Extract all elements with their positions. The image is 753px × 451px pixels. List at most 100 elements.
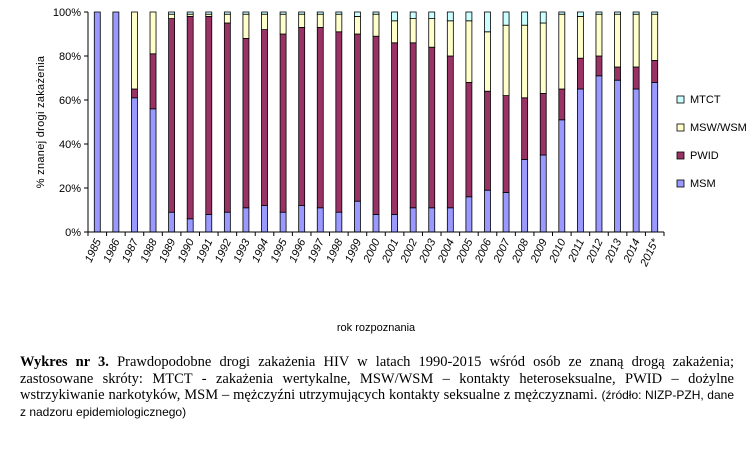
bar-pwid-1993 <box>242 38 250 209</box>
bar-pwid-1998 <box>335 31 343 213</box>
x-tick-label: 1991 <box>194 237 215 264</box>
bar-mtct-2004 <box>446 11 454 22</box>
bar-msw-wsm-2012 <box>595 13 603 57</box>
x-tick-label: 1992 <box>213 237 234 264</box>
bar-pwid-1989 <box>168 18 176 213</box>
bar-pwid-1990 <box>186 15 194 220</box>
legend-label: MTCT <box>690 94 721 106</box>
legend-label: PWID <box>690 150 719 162</box>
x-tick-label: 1989 <box>157 237 178 264</box>
x-tick-label: 2013 <box>603 236 625 265</box>
caption-text: Prawdopodobne drogi zakażenia HIV w lata… <box>20 354 734 403</box>
bar-msw-wsm-2005 <box>465 20 473 83</box>
figure-caption: Wykres nr 3. Prawdopodobne drogi zakażen… <box>20 354 734 420</box>
bar-msm-1985 <box>93 11 101 233</box>
bar-msm-1995 <box>279 211 287 233</box>
bar-msw-wsm-2003 <box>428 18 436 48</box>
bar-msw-wsm-1998 <box>335 13 343 33</box>
bar-mtct-2012 <box>595 11 603 15</box>
x-tick-label: 2007 <box>491 236 513 265</box>
bar-pwid-2014 <box>632 66 640 90</box>
bar-mtct-1991 <box>205 11 213 15</box>
bar-pwid-2009 <box>539 93 547 156</box>
bar-msw-wsm-2006 <box>484 31 491 92</box>
x-axis-label: rok rozpoznania <box>337 322 416 334</box>
legend: MTCT MSW/WSM PWID MSM <box>676 94 747 190</box>
bar-msm-2011 <box>576 88 584 233</box>
y-ticks: 0% 20% 40% 60% 80% 100% <box>53 7 88 239</box>
bar-mtct-1999 <box>354 11 361 17</box>
bar-msm-2007 <box>502 191 510 233</box>
bar-mtct-2001 <box>391 11 398 22</box>
y-tick-label: 20% <box>59 183 81 195</box>
legend-label: MSW/WSM <box>690 122 747 134</box>
bar-pwid-1997 <box>316 26 324 209</box>
x-tick-label: 2009 <box>528 237 550 265</box>
bar-msw-wsm-2002 <box>409 18 417 44</box>
legend-swatch-msm <box>676 179 685 188</box>
bar-msw-wsm-2010 <box>558 13 566 90</box>
bar-mtct-2013 <box>614 11 621 15</box>
bar-msm-2008 <box>521 158 529 233</box>
bar-mtct-2010 <box>558 11 566 15</box>
bar-msm-2013 <box>614 79 621 233</box>
x-tick-label: 1994 <box>250 237 271 264</box>
bar-pwid-1988 <box>149 53 157 110</box>
bar-pwid-2011 <box>576 57 584 90</box>
x-tick-label: 2006 <box>473 236 495 265</box>
bar-msm-2001 <box>391 213 398 233</box>
bar-pwid-1992 <box>223 22 231 213</box>
x-tick-label: 2015* <box>638 237 662 270</box>
bar-mtct-2003 <box>428 11 436 19</box>
bar-msm-2012 <box>595 75 603 233</box>
bar-msm-1989 <box>168 211 176 233</box>
bar-msm-1992 <box>223 211 231 233</box>
bar-pwid-2003 <box>428 46 436 209</box>
bar-msm-1987 <box>131 97 138 233</box>
bar-pwid-2004 <box>446 55 454 209</box>
bar-msw-wsm-1992 <box>223 13 231 24</box>
bar-msw-wsm-1999 <box>354 15 361 35</box>
caption-source: (źródło: NIZP-PZH, dane z nadzoru epidem… <box>20 388 735 419</box>
bar-msw-wsm-2004 <box>446 20 454 57</box>
bar-pwid-2012 <box>595 55 603 77</box>
bar-mtct-2007 <box>502 11 510 26</box>
caption-label: Wykres nr 3. <box>20 354 109 370</box>
bar-msm-1993 <box>242 207 250 233</box>
y-tick-label: 60% <box>59 95 81 107</box>
bar-mtct-2000 <box>372 11 380 15</box>
bar-msw-wsm-1994 <box>261 13 268 30</box>
bar-mtct-1998 <box>335 11 343 15</box>
bar-pwid-1994 <box>261 29 268 207</box>
bar-msm-2014 <box>632 88 640 233</box>
y-axis-label: % znanej drogi zakażenia <box>35 55 47 188</box>
bar-mtct-2015 <box>651 11 659 15</box>
x-tick-label: 2008 <box>510 236 532 265</box>
bar-msw-wsm-2001 <box>391 20 398 44</box>
bar-msm-1997 <box>316 207 324 233</box>
bar-msw-wsm-2013 <box>614 13 621 68</box>
bar-msm-1999 <box>354 200 361 233</box>
bar-msw-wsm-1988 <box>149 11 157 55</box>
bar-msm-1998 <box>335 211 343 233</box>
legend-swatch-msw-wsm <box>676 123 685 132</box>
bar-pwid-2015 <box>651 60 659 83</box>
bar-msw-wsm-2000 <box>372 13 380 37</box>
bar-mtct-2011 <box>576 11 584 17</box>
bar-msw-wsm-1997 <box>316 13 324 28</box>
bar-msm-2009 <box>539 154 547 233</box>
bar-msw-wsm-1995 <box>279 13 287 35</box>
bar-mtct-1995 <box>279 11 287 15</box>
bar-msm-1996 <box>298 205 306 233</box>
y-tick-label: 100% <box>53 7 81 19</box>
bar-mtct-1992 <box>223 11 231 15</box>
bar-mtct-1993 <box>242 11 250 15</box>
legend-swatch-pwid <box>676 151 685 160</box>
bar-pwid-2013 <box>614 66 621 81</box>
bar-msm-1988 <box>149 108 157 233</box>
bar-msm-1994 <box>261 205 268 233</box>
bar-msm-1986 <box>112 11 120 233</box>
bar-msm-2015 <box>651 82 659 233</box>
y-tick-label: 40% <box>59 139 81 151</box>
x-tick-label: 2010 <box>547 236 569 265</box>
